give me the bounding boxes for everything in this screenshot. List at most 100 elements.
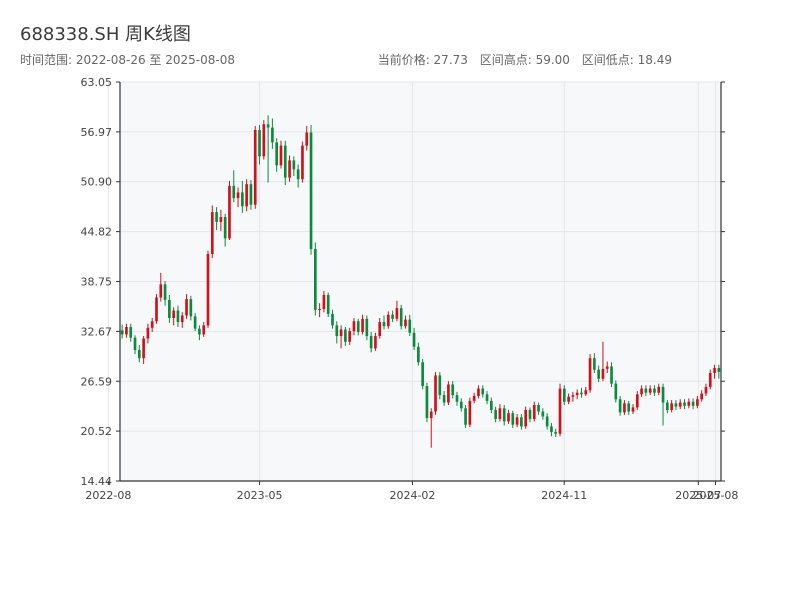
candle-body	[262, 124, 266, 157]
candle-body	[687, 401, 691, 406]
candle-body	[700, 393, 704, 400]
candle-body	[279, 145, 283, 166]
candle-body	[241, 192, 244, 207]
candle-body	[550, 426, 553, 433]
candle-body	[399, 308, 403, 327]
candle-body	[683, 402, 686, 406]
y-tick-label: 26.59	[81, 375, 113, 388]
candle-body	[545, 416, 549, 427]
candle-body	[464, 408, 467, 425]
x-tick-label: 2024-02	[389, 489, 435, 502]
x-tick-label: 2023-05	[237, 489, 283, 502]
candle-body	[309, 132, 313, 250]
candle-body	[206, 253, 210, 326]
candle-body	[507, 413, 510, 422]
candle-body	[455, 395, 459, 402]
candle-body	[266, 124, 270, 128]
candle-body	[253, 130, 257, 205]
candle-body	[635, 394, 639, 408]
candle-body	[648, 388, 652, 393]
candle-body	[640, 388, 643, 395]
candle-body	[232, 185, 236, 199]
candle-body	[601, 368, 605, 379]
candle-body	[584, 390, 588, 395]
candle-body	[408, 319, 412, 333]
candle-body	[236, 192, 240, 199]
candle-body	[678, 402, 682, 407]
candle-body	[271, 127, 274, 143]
candle-body	[558, 388, 562, 434]
candle-body	[528, 409, 532, 419]
y-tick-label: 56.97	[81, 126, 113, 139]
candle-body	[661, 386, 665, 403]
x-tick-label: 2024-11	[541, 489, 587, 502]
candle-body	[344, 329, 347, 342]
candle-body	[588, 358, 592, 391]
candle-body	[339, 329, 343, 337]
candle-body	[610, 366, 613, 384]
candle-body	[335, 325, 339, 337]
candle-body	[481, 388, 485, 395]
candle-body	[142, 338, 145, 359]
candle-body	[322, 295, 326, 309]
candle-body	[696, 399, 699, 406]
candle-body	[511, 413, 515, 425]
candle-body	[593, 358, 596, 370]
candle-body	[331, 313, 334, 326]
candle-body	[245, 184, 248, 207]
candle-body	[168, 299, 171, 318]
candle-body	[382, 322, 386, 327]
x-tick-label: 2025-08	[692, 489, 738, 502]
candle-body	[228, 185, 231, 239]
candle-body	[477, 388, 480, 396]
candle-body	[623, 403, 626, 413]
range-low-label: 区间低点: 18.49	[581, 53, 672, 67]
candle-body	[631, 407, 635, 412]
candle-body	[425, 386, 429, 419]
candle-body	[378, 322, 382, 337]
candle-body	[176, 310, 180, 323]
candle-body	[313, 249, 317, 310]
candle-body	[288, 160, 291, 178]
candle-body	[713, 368, 716, 373]
candle-body	[447, 384, 450, 403]
price-stats: 当前价格: 27.73 区间高点: 59.00 区间低点: 18.49	[370, 51, 672, 68]
candle-body	[657, 386, 661, 393]
candle-body	[666, 402, 669, 410]
candle-body	[532, 404, 536, 419]
candle-body	[120, 330, 124, 335]
candle-body	[490, 400, 493, 410]
candle-body	[451, 384, 455, 396]
candles-group	[120, 115, 721, 448]
candle-body	[215, 212, 218, 222]
candle-body	[670, 403, 673, 410]
candle-body	[356, 321, 360, 332]
candle-body	[348, 331, 351, 342]
candle-body	[597, 369, 600, 379]
candle-body	[417, 346, 420, 363]
candle-body	[485, 394, 489, 401]
candle-body	[275, 142, 279, 166]
x-tick-label: 2025-07	[675, 489, 721, 502]
candle-body	[292, 160, 296, 170]
candle-body	[644, 388, 648, 393]
candle-body	[318, 308, 321, 310]
candle-body	[365, 318, 369, 337]
candle-body	[708, 372, 712, 387]
grid-lines	[107, 81, 721, 482]
candle-body	[494, 409, 497, 419]
candle-body	[472, 395, 476, 401]
candle-body	[717, 368, 721, 372]
candle-body	[627, 403, 631, 412]
candle-body	[541, 411, 545, 417]
candle-body	[605, 366, 609, 369]
candle-body	[502, 408, 506, 422]
candle-body	[562, 388, 566, 402]
candle-body	[172, 310, 175, 318]
candle-body	[571, 395, 575, 397]
candle-body	[618, 399, 622, 413]
candle-body	[133, 337, 137, 350]
candle-body	[704, 386, 708, 394]
candle-body	[137, 349, 141, 359]
